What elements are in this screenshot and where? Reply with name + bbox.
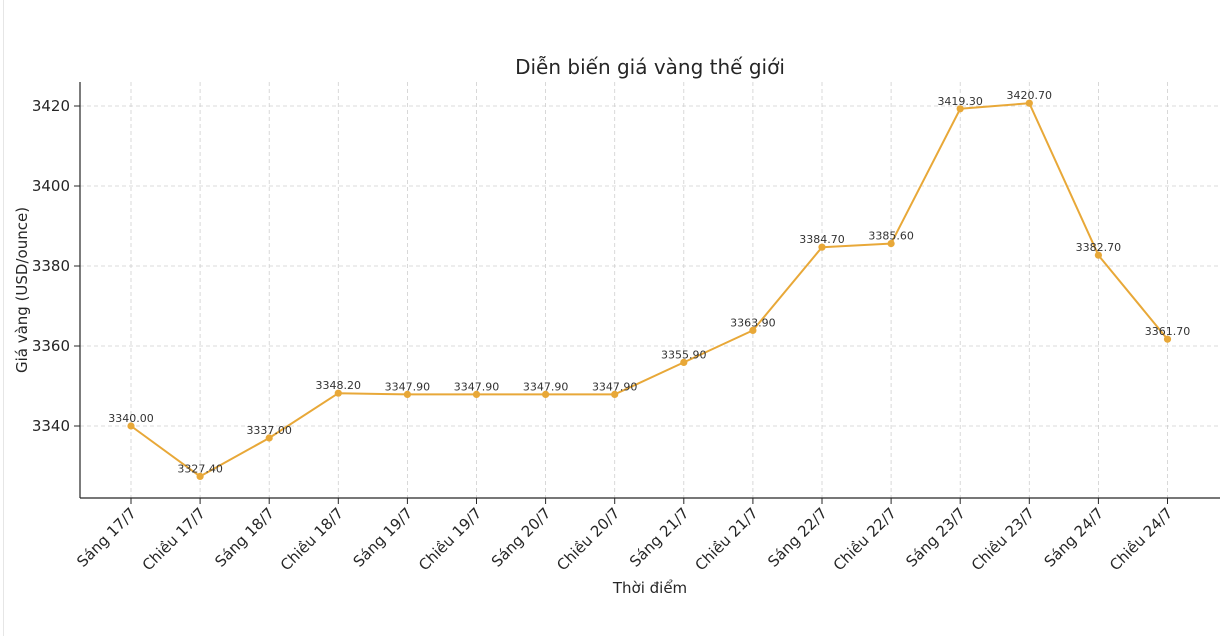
data-label: 3420.70 [1007, 89, 1053, 102]
data-label: 3348.20 [316, 379, 362, 392]
data-point [196, 472, 204, 480]
data-point [1094, 251, 1102, 259]
frame-border [3, 0, 4, 636]
y-tick-label: 3420 [32, 97, 70, 115]
data-label: 3337.00 [246, 424, 292, 437]
x-tick-label: Chiều 23/7 [968, 504, 1038, 574]
x-tick-label: Sáng 22/7 [764, 504, 831, 571]
data-label: 3347.90 [592, 380, 638, 393]
x-axis-label: Thời điểm [612, 579, 687, 597]
series-polyline [130, 102, 1169, 478]
data-point [1163, 335, 1172, 343]
x-tick-label: Chiều 20/7 [553, 504, 623, 574]
x-tick-label: Chiều 19/7 [415, 504, 485, 574]
y-tick-label: 3400 [32, 177, 70, 195]
x-tick-label: Chiều 17/7 [139, 504, 209, 574]
data-point [887, 240, 895, 248]
data-label: 3384.70 [799, 233, 845, 246]
x-tick-label: Chiều 24/7 [1106, 504, 1176, 574]
data-point [1025, 99, 1033, 107]
data-label: 3363.90 [730, 316, 776, 329]
data-label: 3327.40 [177, 462, 223, 475]
axes [79, 82, 1220, 499]
grid-lines [80, 82, 1220, 498]
y-tick-label: 3360 [32, 337, 70, 355]
series-line [130, 102, 1169, 478]
x-tick-label: Chiều 21/7 [691, 504, 761, 574]
x-tick-label: Chiều 22/7 [830, 504, 900, 574]
y-axis-label: Giá vàng (USD/ounce) [13, 207, 31, 373]
y-axis-ticks: 3340 3360 3380 3400 3420 [32, 97, 80, 435]
data-point [680, 358, 688, 366]
data-point [265, 434, 273, 442]
x-tick-label: Sáng 17/7 [73, 504, 140, 571]
y-tick-label: 3340 [32, 417, 70, 435]
data-label: 3347.90 [385, 380, 431, 393]
x-tick-label: Sáng 20/7 [488, 504, 555, 571]
data-label: 3347.90 [454, 380, 500, 393]
data-point [749, 326, 757, 334]
data-label: 3355.90 [661, 348, 707, 361]
x-tick-label: Sáng 23/7 [902, 504, 969, 571]
y-tick-label: 3380 [32, 257, 70, 275]
data-label: 3382.70 [1076, 241, 1122, 254]
data-point [403, 390, 411, 398]
data-labels: 3340.00 3327.40 3337.00 3348.20 3347.90 3347.… [108, 89, 1190, 475]
data-point [542, 390, 550, 398]
data-label: 3361.70 [1145, 325, 1191, 338]
data-point [956, 105, 964, 113]
data-point [334, 389, 342, 397]
data-point [818, 243, 826, 251]
data-label: 3385.60 [868, 230, 914, 243]
chart-title: Diễn biến giá vàng thế giới [515, 55, 785, 79]
data-point [611, 390, 619, 398]
data-points [127, 99, 1172, 480]
x-tick-label: Chiều 18/7 [277, 504, 347, 574]
data-point [127, 422, 135, 430]
data-label: 3347.90 [523, 380, 569, 393]
data-point [472, 390, 481, 398]
x-tick-label: Sáng 18/7 [211, 504, 278, 571]
x-tick-label: Sáng 21/7 [626, 504, 693, 571]
data-label: 3340.00 [108, 412, 154, 425]
data-label: 3419.30 [937, 95, 983, 108]
x-tick-label: Sáng 19/7 [350, 504, 417, 571]
x-tick-label: Sáng 24/7 [1041, 504, 1108, 571]
